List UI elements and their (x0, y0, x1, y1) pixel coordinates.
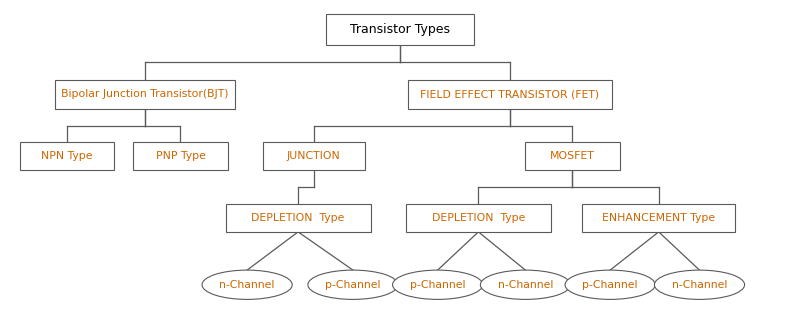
FancyBboxPatch shape (582, 204, 735, 232)
FancyBboxPatch shape (262, 142, 365, 170)
FancyBboxPatch shape (55, 80, 235, 109)
FancyBboxPatch shape (326, 14, 474, 45)
Ellipse shape (393, 270, 482, 299)
Ellipse shape (308, 270, 398, 299)
Text: p-Channel: p-Channel (410, 280, 466, 290)
FancyBboxPatch shape (134, 142, 227, 170)
Ellipse shape (654, 270, 745, 299)
FancyBboxPatch shape (526, 142, 619, 170)
Text: p-Channel: p-Channel (582, 280, 638, 290)
Text: JUNCTION: JUNCTION (287, 151, 341, 161)
Ellipse shape (565, 270, 655, 299)
FancyBboxPatch shape (20, 142, 114, 170)
Text: n-Channel: n-Channel (219, 280, 275, 290)
Text: Transistor Types: Transistor Types (350, 23, 450, 36)
Text: FIELD EFFECT TRANSISTOR (FET): FIELD EFFECT TRANSISTOR (FET) (420, 89, 599, 99)
Text: n-Channel: n-Channel (672, 280, 727, 290)
Text: Bipolar Junction Transistor(BJT): Bipolar Junction Transistor(BJT) (62, 89, 229, 99)
Ellipse shape (202, 270, 292, 299)
Ellipse shape (480, 270, 570, 299)
Text: ENHANCEMENT Type: ENHANCEMENT Type (602, 213, 715, 223)
Text: PNP Type: PNP Type (155, 151, 206, 161)
Text: MOSFET: MOSFET (550, 151, 595, 161)
Text: DEPLETION  Type: DEPLETION Type (251, 213, 345, 223)
FancyBboxPatch shape (408, 80, 612, 109)
Text: p-Channel: p-Channel (326, 280, 381, 290)
Text: n-Channel: n-Channel (498, 280, 553, 290)
Text: NPN Type: NPN Type (41, 151, 93, 161)
FancyBboxPatch shape (226, 204, 370, 232)
FancyBboxPatch shape (406, 204, 551, 232)
Text: DEPLETION  Type: DEPLETION Type (432, 213, 525, 223)
